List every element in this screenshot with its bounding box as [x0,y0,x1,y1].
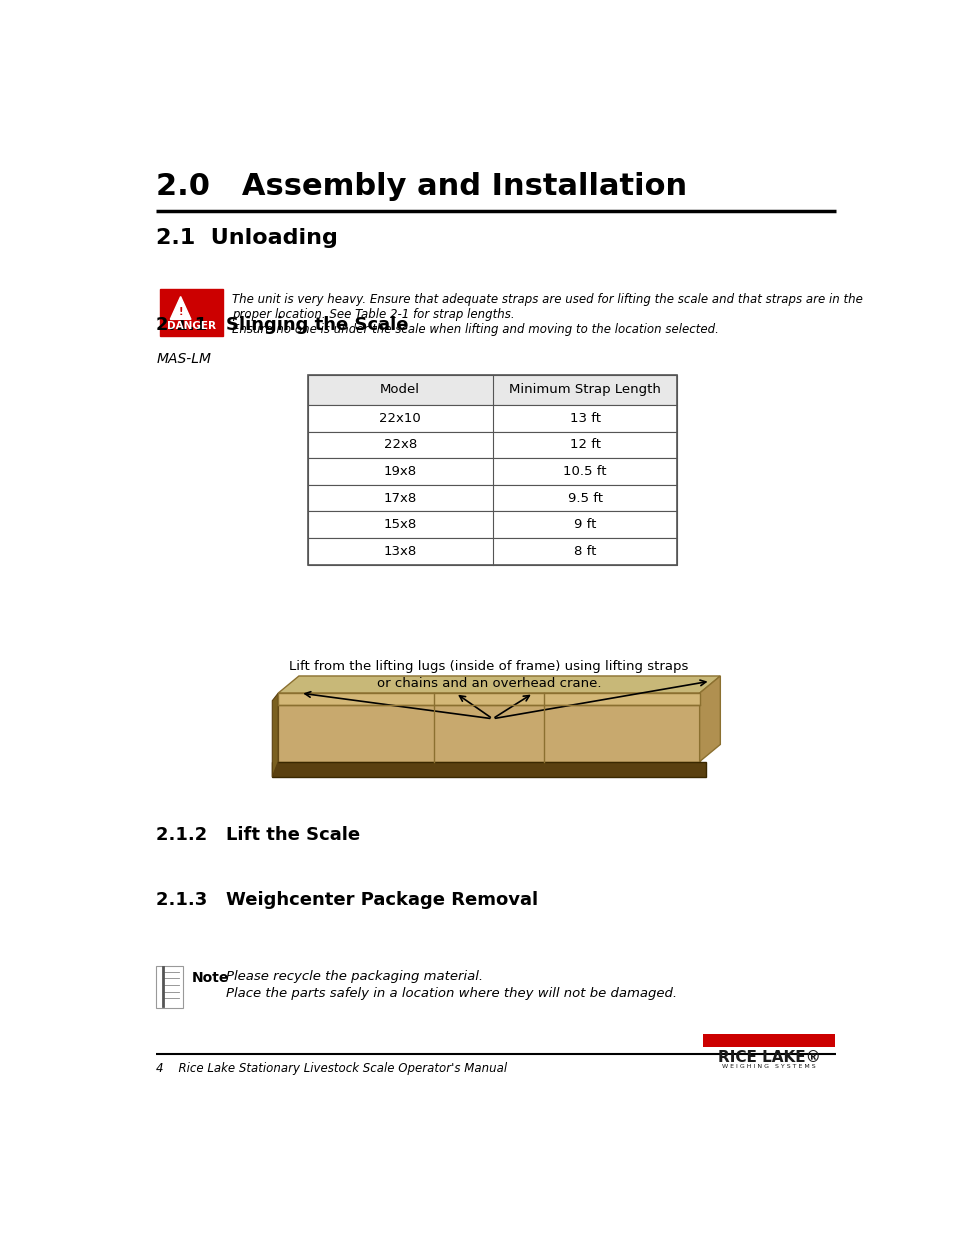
Text: 10.5 ft: 10.5 ft [562,466,606,478]
Text: W E I G H I N G   S Y S T E M S: W E I G H I N G S Y S T E M S [721,1065,815,1070]
Text: 4    Rice Lake Stationary Livestock Scale Operator's Manual: 4 Rice Lake Stationary Livestock Scale O… [156,1062,507,1076]
Text: !: ! [178,306,183,316]
Text: Place the parts safely in a location where they will not be damaged.: Place the parts safely in a location whe… [226,987,677,1000]
Text: 9.5 ft: 9.5 ft [567,492,602,505]
Text: MAS-LM: MAS-LM [156,352,211,366]
Text: or chains and an overhead crane.: or chains and an overhead crane. [376,677,600,690]
Text: 22x10: 22x10 [379,411,420,425]
Text: Minimum Strap Length: Minimum Strap Length [509,383,660,396]
Text: 2.0   Assembly and Installation: 2.0 Assembly and Installation [156,172,686,200]
Text: 2.1.3   Weighcenter Package Removal: 2.1.3 Weighcenter Package Removal [156,890,537,909]
Text: Model: Model [380,383,419,396]
Text: 8 ft: 8 ft [574,545,596,558]
Text: 15x8: 15x8 [383,519,416,531]
Text: RICE LAKE®: RICE LAKE® [717,1050,820,1065]
Text: 12 ft: 12 ft [569,438,599,452]
Text: 19x8: 19x8 [383,466,416,478]
FancyBboxPatch shape [308,374,677,405]
Polygon shape [272,762,705,777]
FancyBboxPatch shape [308,511,677,538]
Text: Please recycle the packaging material.: Please recycle the packaging material. [226,969,483,983]
FancyBboxPatch shape [308,538,677,564]
FancyBboxPatch shape [160,289,222,336]
Text: 2.1  Unloading: 2.1 Unloading [156,228,337,248]
Text: 13 ft: 13 ft [569,411,599,425]
FancyBboxPatch shape [702,1035,834,1047]
FancyBboxPatch shape [308,485,677,511]
Text: 13x8: 13x8 [383,545,416,558]
Text: DANGER: DANGER [167,321,216,331]
Text: 9 ft: 9 ft [574,519,596,531]
Text: Ensure no one is under the scale when lifting and moving to the location selecte: Ensure no one is under the scale when li… [233,324,719,336]
Polygon shape [699,676,720,762]
Text: 22x8: 22x8 [383,438,416,452]
Text: 2.1.1   Slinging the Scale: 2.1.1 Slinging the Scale [156,316,408,333]
Text: The unit is very heavy. Ensure that adequate straps are used for lifting the sca: The unit is very heavy. Ensure that adeq… [233,293,862,306]
FancyBboxPatch shape [308,458,677,485]
Polygon shape [170,296,191,320]
Text: 2.1.2   Lift the Scale: 2.1.2 Lift the Scale [156,826,360,845]
Text: Note: Note [192,971,229,984]
FancyBboxPatch shape [156,966,183,1008]
Polygon shape [278,693,699,762]
Text: 17x8: 17x8 [383,492,416,505]
Text: Lift from the lifting lugs (inside of frame) using lifting straps: Lift from the lifting lugs (inside of fr… [289,661,688,673]
FancyBboxPatch shape [308,405,677,431]
FancyBboxPatch shape [308,431,677,458]
Polygon shape [272,693,278,777]
Polygon shape [278,676,720,693]
Polygon shape [278,693,699,704]
Text: proper location. See Table 2-1 for strap lengths.: proper location. See Table 2-1 for strap… [233,308,515,321]
